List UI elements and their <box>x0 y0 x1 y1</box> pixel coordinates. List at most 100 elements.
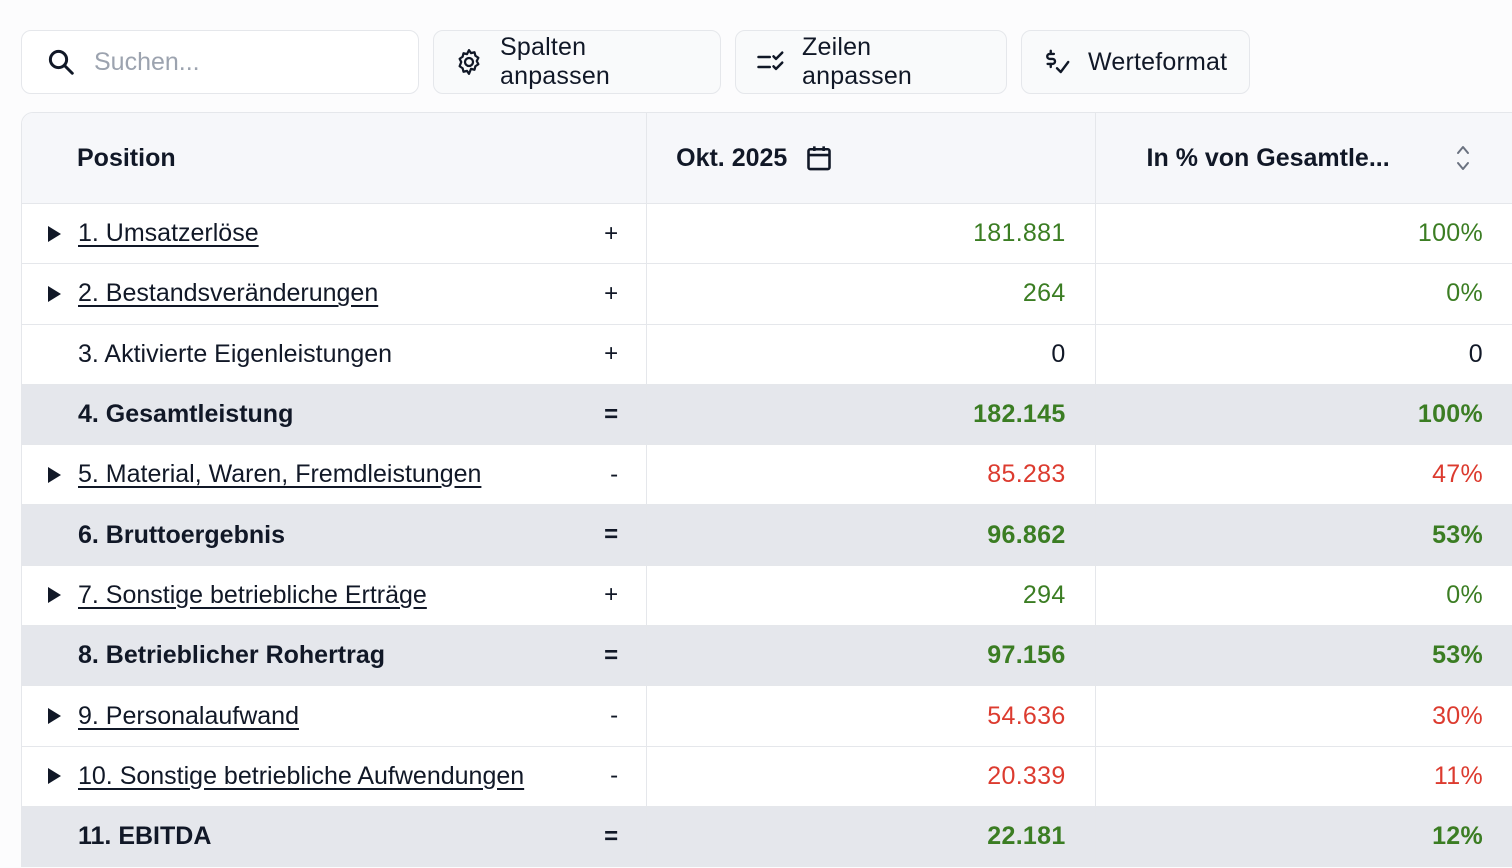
columns-button[interactable]: Spalten anpassen <box>433 30 721 94</box>
table-row[interactable]: 5. Material, Waren, Fremdleistungen - 85.2… <box>22 444 1512 505</box>
table-body: 1. Umsatzerlöse +181.881 100% 2. Bestandsve… <box>22 203 1512 867</box>
table-row: 8. Betrieblicher Rohertrag = 97.156 53% <box>22 625 1512 686</box>
position-label[interactable]: 1. Umsatzerlöse <box>78 219 259 248</box>
expand-toggle[interactable] <box>46 466 78 484</box>
percent-value: 0% <box>1446 279 1483 308</box>
table-row: 6. Bruttoergebnis = 96.862 53% <box>22 504 1512 565</box>
percent-value-cell: 53% <box>1096 505 1512 564</box>
position-label[interactable]: 7. Sonstige betriebliche Erträge <box>78 580 427 609</box>
period-value: 294 <box>1022 580 1066 609</box>
percent-value: 100% <box>1417 400 1483 429</box>
gear-icon <box>458 49 480 75</box>
table-row[interactable]: 9. Personalaufwand - 54.636 30% <box>22 685 1512 746</box>
period-value: 264 <box>1022 279 1066 308</box>
period-value-cell: 85.283 <box>647 445 1096 505</box>
period-value: 182.145 <box>973 400 1066 429</box>
period-value-cell: 97.156 <box>647 626 1096 686</box>
table-header-row: Position Okt. 2025 In % von Gesamtle... <box>22 113 1512 203</box>
header-percent[interactable]: In % von Gesamtle... <box>1096 113 1512 203</box>
position-label: 11. EBITDA <box>78 822 212 851</box>
position-cell: 8. Betrieblicher Rohertrag = <box>22 626 648 686</box>
table-row[interactable]: 1. Umsatzerlöse +181.881 100% <box>22 203 1512 264</box>
table-row[interactable]: 7. Sonstige betriebliche Erträge + 294 0% <box>22 564 1512 626</box>
header-percent-label: In % von Gesamtle... <box>1146 143 1390 172</box>
search-icon <box>48 49 74 75</box>
period-value: 22.181 <box>987 822 1066 851</box>
expand-toggle[interactable] <box>46 707 78 725</box>
columns-button-label: Spalten anpassen <box>500 33 611 90</box>
percent-value-cell: 30% <box>1096 686 1512 745</box>
table-row: 4. Gesamtleistung = 182.145 100% <box>22 383 1512 445</box>
header-position-label: Position <box>77 143 176 172</box>
operator-symbol: - <box>610 702 619 730</box>
position-cell: 7. Sonstige betriebliche Erträge + <box>22 565 648 626</box>
search-input[interactable] <box>94 47 374 77</box>
position-cell: 10. Sonstige betriebliche Aufwendungen - <box>22 746 648 806</box>
period-value: 96.862 <box>987 520 1066 549</box>
position-cell: 3. Aktivierte Eigenleistungen + <box>22 324 648 384</box>
table-row[interactable]: 2. Bestandsveränderungen +264 0% <box>22 263 1512 324</box>
header-period[interactable]: Okt. 2025 <box>647 113 1096 203</box>
period-value-cell: 182.145 <box>647 384 1096 445</box>
period-value: 97.156 <box>987 641 1066 670</box>
caret-right-icon <box>48 466 61 483</box>
percent-value-cell: 0% <box>1096 264 1512 323</box>
position-label[interactable]: 5. Material, Waren, Fremdleistungen <box>78 460 482 489</box>
period-value: 20.339 <box>987 761 1066 790</box>
position-label[interactable]: 2. Bestandsveränderungen <box>78 279 379 308</box>
percent-value: 0 <box>1468 339 1483 368</box>
expand-toggle[interactable] <box>46 285 78 303</box>
percent-value-cell: 100% <box>1096 385 1512 444</box>
calendar-icon[interactable] <box>805 144 833 172</box>
position-cell: 11. EBITDA = <box>22 806 648 867</box>
position-cell: 9. Personalaufwand - <box>22 686 648 746</box>
period-value-cell: 0 <box>647 324 1096 384</box>
period-value: 54.636 <box>987 701 1066 730</box>
position-cell: 2. Bestandsveränderungen + <box>22 264 648 324</box>
percent-value: 0% <box>1446 580 1483 609</box>
operator-symbol: + <box>604 279 619 307</box>
position-label: 6. Bruttoergebnis <box>78 520 285 549</box>
position-label[interactable]: 10. Sonstige betriebliche Aufwendungen <box>78 761 525 790</box>
percent-value-cell: 11% <box>1096 747 1512 806</box>
period-value: 85.283 <box>987 460 1066 489</box>
percent-value-cell: 0 <box>1096 325 1512 384</box>
list-check-icon <box>757 51 784 71</box>
position-cell: 6. Bruttoergebnis = <box>22 505 648 565</box>
percent-value: 53% <box>1432 641 1483 670</box>
expand-toggle[interactable] <box>46 586 78 604</box>
search-box[interactable] <box>21 30 419 94</box>
position-cell: 5. Material, Waren, Fremdleistungen - <box>22 445 648 505</box>
position-label: 3. Aktivierte Eigenleistungen <box>78 339 393 368</box>
position-label: 8. Betrieblicher Rohertrag <box>78 641 386 670</box>
expand-toggle[interactable] <box>46 767 78 785</box>
period-value: 0 <box>1051 339 1066 368</box>
rows-button-label: Zeilen anpassen <box>802 33 913 90</box>
table-row[interactable]: 10. Sonstige betriebliche Aufwendungen - 2… <box>22 745 1512 806</box>
rows-button[interactable]: Zeilen anpassen <box>735 30 1007 94</box>
toolbar: Spalten anpassen Zeilen anpassen Wertefo… <box>21 30 1250 94</box>
percent-value: 53% <box>1432 520 1483 549</box>
table-row: 11. EBITDA = 22.181 12% <box>22 805 1512 867</box>
operator-symbol: - <box>610 460 619 488</box>
currency-check-icon <box>1046 49 1070 74</box>
value-format-button[interactable]: Werteformat <box>1021 30 1250 94</box>
period-value: 181.881 <box>973 219 1066 248</box>
expand-toggle[interactable] <box>46 225 78 243</box>
period-value-cell: 294 <box>647 565 1096 626</box>
period-value-cell: 264 <box>647 264 1096 324</box>
period-value-cell: 54.636 <box>647 686 1096 746</box>
percent-value: 30% <box>1432 701 1483 730</box>
period-value-cell: 96.862 <box>647 505 1096 565</box>
income-statement-table: Position Okt. 2025 In % von Gesamtle... … <box>21 112 1512 868</box>
position-label: 4. Gesamtleistung <box>78 400 294 429</box>
operator-symbol: = <box>604 822 619 850</box>
sort-icon[interactable] <box>1454 142 1472 174</box>
percent-value: 100% <box>1417 219 1483 248</box>
period-value-cell: 22.181 <box>647 806 1096 867</box>
operator-symbol: = <box>604 521 619 549</box>
position-label[interactable]: 9. Personalaufwand <box>78 701 299 730</box>
caret-right-icon <box>48 708 61 725</box>
operator-symbol: - <box>610 762 619 790</box>
caret-right-icon <box>48 768 61 785</box>
